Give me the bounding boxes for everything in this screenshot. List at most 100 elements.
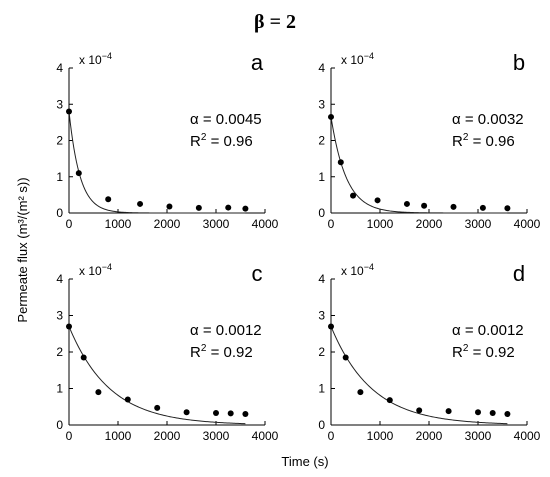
y-tick-label: 4	[56, 272, 63, 286]
y-tick-label: 2	[56, 345, 63, 359]
y-tick-label: 3	[318, 309, 325, 323]
scale-multiplier-label: x 10−4	[79, 51, 112, 67]
data-point	[66, 108, 72, 115]
panel-a: 0 1000 2000 3000 4000 0 1 2 3 4 x 10−4 a α = 0.0045 R…	[56, 50, 278, 231]
y-tick-label: 0	[318, 418, 325, 432]
panel-letter: a	[251, 50, 264, 75]
data-point	[166, 203, 173, 210]
data-point	[421, 202, 428, 209]
data-point	[105, 196, 112, 203]
panel-letter: c	[252, 261, 263, 286]
y-tick-label: 0	[56, 418, 63, 432]
alpha-annotation: α = 0.0012	[190, 322, 262, 339]
x-tick-label: 0	[328, 429, 335, 443]
y-tick-label: 3	[56, 309, 63, 323]
x-tick-label: 3000	[203, 429, 230, 443]
y-tick-label: 4	[56, 61, 63, 75]
x-tick-label: 1000	[367, 217, 394, 231]
x-tick-label: 2000	[416, 217, 443, 231]
x-tick-label: 2000	[154, 217, 181, 231]
x-tick-label: 1000	[105, 429, 132, 443]
data-point	[445, 408, 452, 415]
data-point	[386, 397, 393, 404]
r-squared-annotation: R2 = 0.96	[452, 132, 515, 150]
r-squared-annotation: R2 = 0.92	[452, 343, 515, 361]
data-point	[350, 192, 357, 199]
scale-multiplier-label: x 10−4	[79, 262, 112, 278]
alpha-annotation: α = 0.0012	[452, 322, 524, 339]
data-point	[154, 404, 161, 411]
y-tick-label: 1	[318, 382, 325, 396]
panel-d: 0 1000 2000 3000 4000 0 1 2 3 4 x 10−4 d α = 0.0012 R…	[318, 261, 540, 443]
y-tick-label: 3	[318, 97, 325, 111]
data-point	[416, 407, 423, 414]
x-tick-label: 1000	[105, 217, 132, 231]
data-point	[450, 203, 457, 210]
x-tick-label: 4000	[252, 217, 279, 231]
x-tick-label: 3000	[203, 217, 230, 231]
figure-title: β = 2	[254, 11, 296, 33]
x-tick-label: 3000	[465, 217, 492, 231]
data-point	[75, 170, 82, 177]
data-point	[227, 410, 234, 417]
y-tick-label: 2	[318, 345, 325, 359]
x-tick-label: 4000	[514, 429, 541, 443]
x-tick-label: 1000	[367, 429, 394, 443]
y-tick-label: 4	[318, 272, 325, 286]
data-point	[475, 409, 481, 416]
y-tick-label: 1	[56, 170, 63, 184]
x-tick-label: 0	[66, 429, 73, 443]
data-point	[213, 409, 219, 416]
fit-curve	[68, 111, 246, 214]
data-point	[328, 113, 334, 120]
data-point	[80, 354, 87, 361]
y-axis-title: Permeate flux (m³/(m² s))	[15, 177, 30, 322]
panel-letter: b	[513, 50, 525, 75]
data-point	[479, 204, 486, 211]
fit-curve	[330, 116, 508, 214]
y-tick-label: 4	[318, 61, 325, 75]
data-point	[225, 204, 232, 211]
data-point	[242, 205, 249, 212]
y-tick-label: 0	[318, 206, 325, 220]
y-tick-label: 2	[56, 134, 63, 148]
x-tick-label: 3000	[465, 429, 492, 443]
data-point	[195, 204, 202, 211]
fit-curve	[330, 326, 508, 425]
y-tick-label: 1	[56, 382, 63, 396]
data-point	[124, 396, 131, 403]
x-tick-label: 0	[328, 217, 335, 231]
data-point	[504, 411, 511, 418]
data-point	[337, 159, 344, 166]
x-tick-label: 4000	[514, 217, 541, 231]
data-point	[342, 354, 349, 361]
data-point	[357, 389, 364, 396]
y-tick-label: 3	[56, 97, 63, 111]
data-point	[504, 205, 511, 212]
x-axis-title: Time (s)	[281, 454, 328, 469]
data-point	[374, 197, 381, 204]
panel-c: 0 1000 2000 3000 4000 0 1 2 3 4 x 10−4 c α = 0.0012 R…	[56, 261, 278, 443]
data-point	[403, 200, 410, 207]
scale-multiplier-label: x 10−4	[341, 51, 374, 67]
fit-curve	[68, 326, 246, 425]
data-point	[66, 323, 72, 330]
y-tick-label: 0	[56, 206, 63, 220]
alpha-annotation: α = 0.0032	[452, 111, 524, 128]
panel-b: 0 1000 2000 3000 4000 0 1 2 3 4 x 10−4 b α = 0.0032 R…	[318, 50, 540, 231]
data-point	[95, 389, 102, 396]
scale-multiplier-label: x 10−4	[341, 262, 374, 278]
data-point	[328, 323, 334, 330]
x-tick-label: 0	[66, 217, 73, 231]
y-tick-label: 1	[318, 170, 325, 184]
r-squared-annotation: R2 = 0.92	[190, 343, 253, 361]
data-point	[137, 200, 144, 207]
y-tick-label: 2	[318, 134, 325, 148]
data-point	[183, 409, 190, 416]
data-point	[489, 409, 496, 416]
data-point	[242, 411, 249, 418]
r-squared-annotation: R2 = 0.96	[190, 132, 253, 150]
x-tick-label: 4000	[252, 429, 279, 443]
